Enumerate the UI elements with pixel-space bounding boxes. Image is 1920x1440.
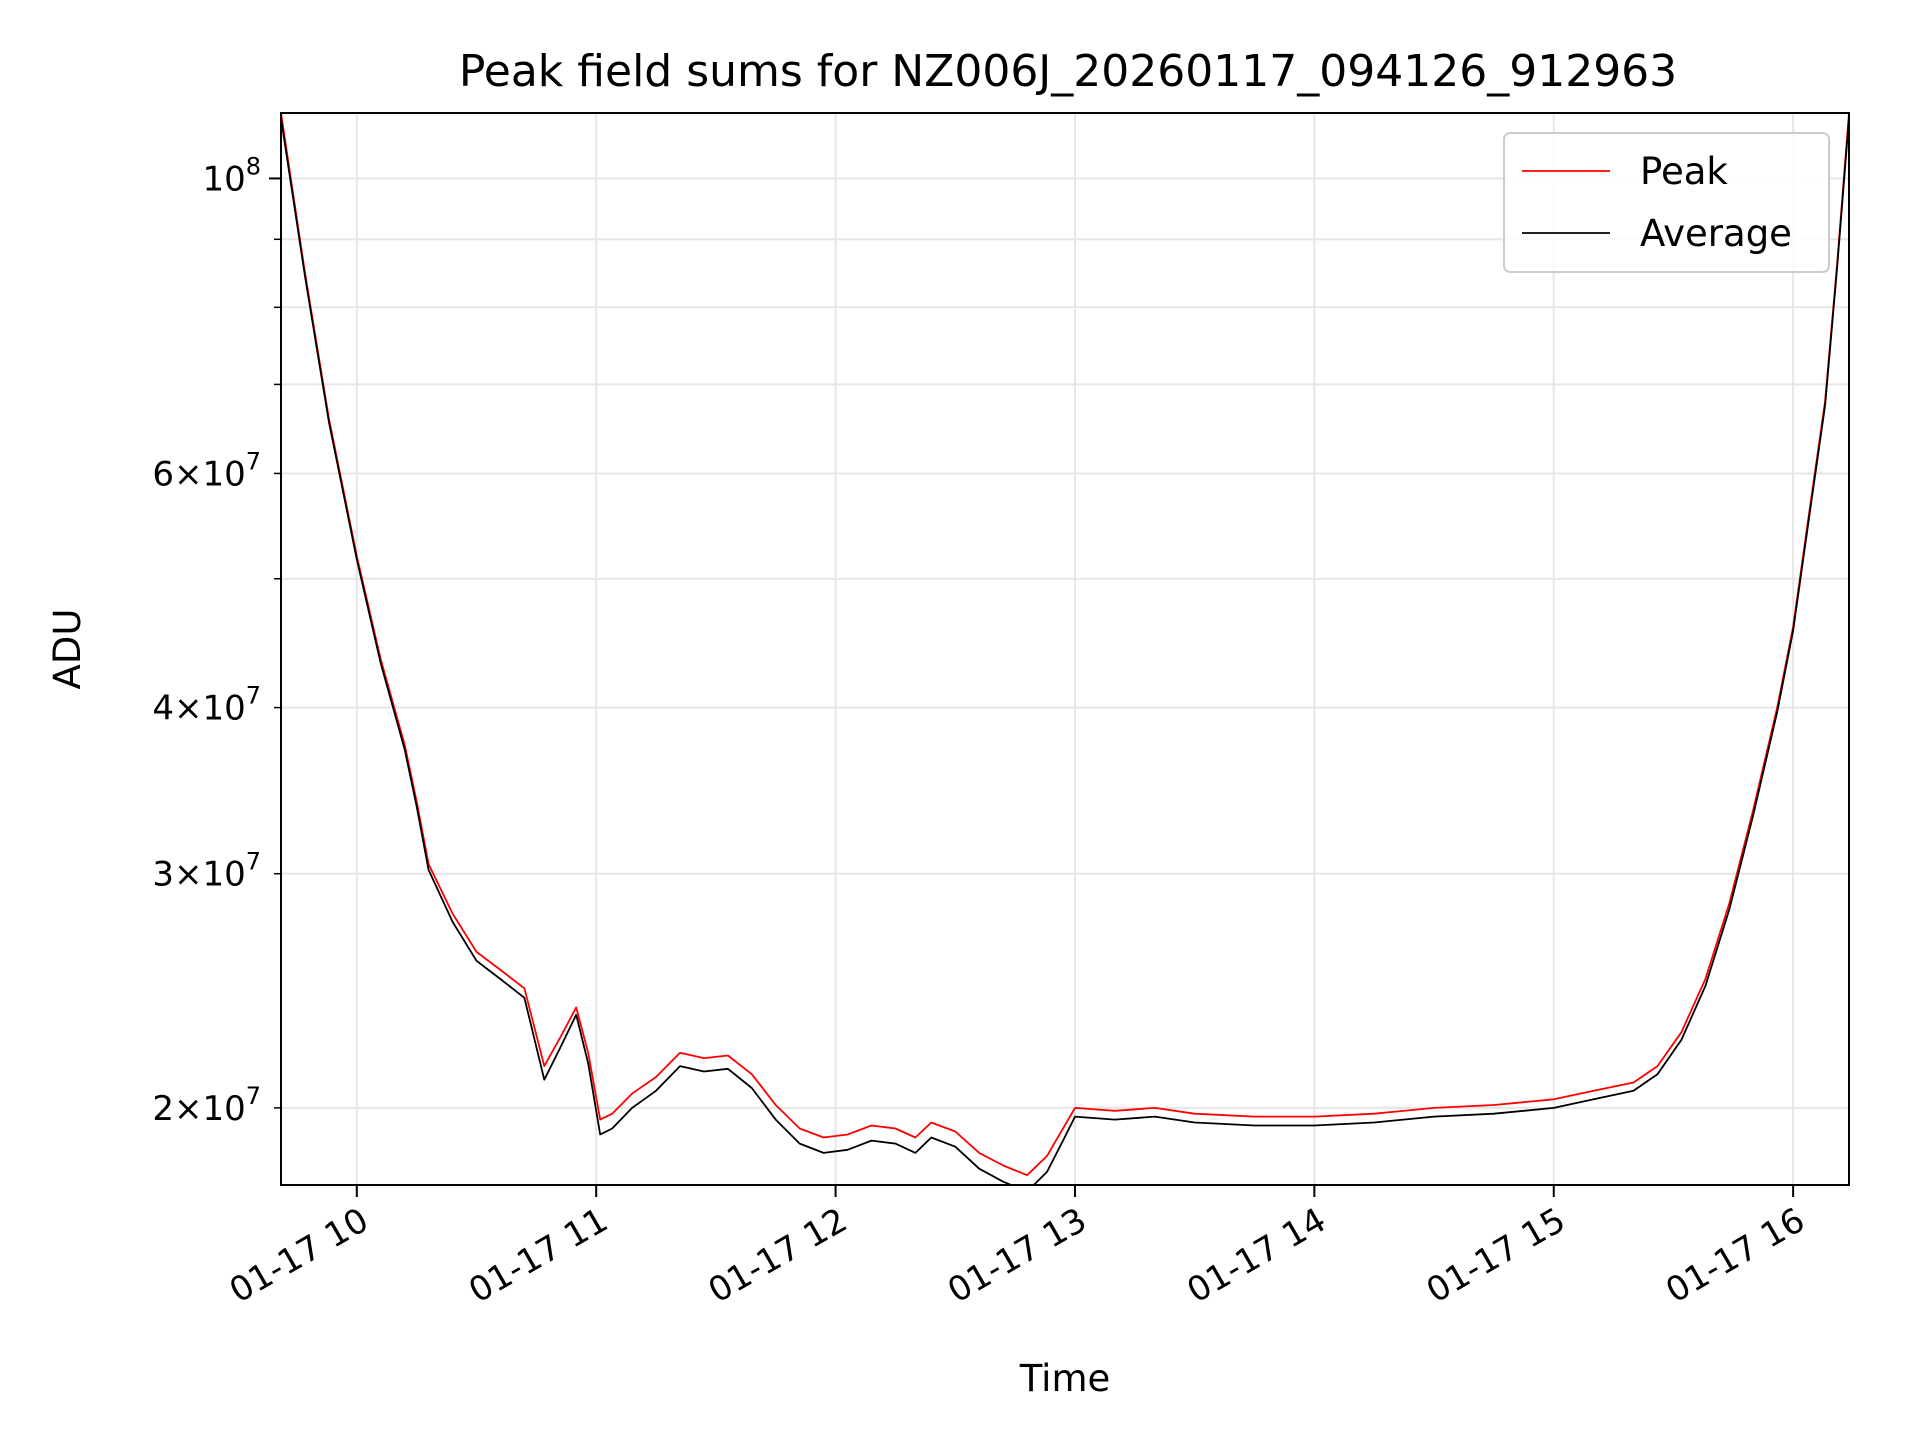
y-tick-mantissa: 4 [152, 689, 174, 729]
grid-layer [281, 113, 1849, 1185]
y-tick-exponent: 7 [246, 682, 261, 710]
y-tick-label: 6×107 [152, 447, 261, 494]
legend-box [1503, 132, 1830, 273]
y-tick-times: × [174, 855, 203, 895]
y-tick-label: 4×107 [152, 682, 261, 729]
y-tick-mantissa: 3 [152, 855, 174, 895]
legend: Peak Average [1503, 132, 1830, 273]
axes-frame [280, 112, 1850, 1186]
legend-label: Peak [1640, 150, 1728, 193]
y-tick-base: 10 [202, 159, 245, 199]
x-axis-label: Time [1019, 1357, 1111, 1400]
series-line-average [281, 118, 1849, 1185]
y-tick-times: × [174, 689, 203, 729]
plot-layer [281, 113, 1849, 1185]
legend-label: Average [1640, 212, 1792, 255]
y-tick-label: 3×107 [152, 848, 261, 895]
y-tick-label: 2×107 [152, 1082, 261, 1129]
y-tick-exponent: 7 [246, 447, 261, 475]
y-tick-times: × [174, 1089, 203, 1129]
y-tick-exponent: 8 [246, 152, 261, 180]
chart-title: Peak field sums for NZ006J_20260117_0941… [459, 46, 1677, 97]
y-tick-base: 10 [202, 689, 245, 729]
y-tick-label: 108 [202, 152, 261, 199]
y-axis-label: ADU [46, 609, 89, 690]
y-tick-base: 10 [202, 454, 245, 494]
y-tick-base: 10 [202, 855, 245, 895]
y-tick-exponent: 7 [246, 1082, 261, 1110]
y-tick-base: 10 [202, 1089, 245, 1129]
series-line-peak [281, 113, 1849, 1177]
y-tick-times: × [174, 454, 203, 494]
y-tick-mantissa: 2 [152, 1089, 174, 1129]
y-tick-exponent: 7 [246, 848, 261, 876]
y-tick-mantissa: 6 [152, 454, 174, 494]
